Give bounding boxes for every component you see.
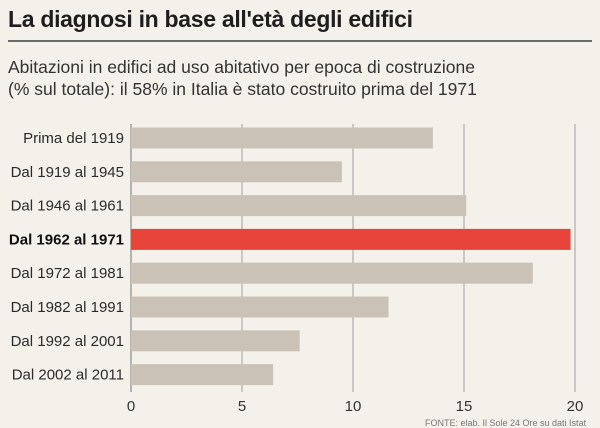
subtitle-line-2: (% sul totale): il 58% in Italia è stato… (8, 79, 477, 99)
category-label-1: Dal 1919 al 1945 (11, 164, 124, 181)
bar-3 (131, 228, 571, 250)
bar-4 (131, 262, 533, 284)
category-label-6: Dal 1992 al 2001 (11, 333, 124, 350)
x-tick-label-10: 10 (345, 398, 362, 415)
bar-2 (131, 195, 467, 217)
x-tick-label-20: 20 (567, 398, 584, 415)
category-label-5: Dal 1982 al 1991 (11, 299, 124, 316)
x-tick-label-15: 15 (456, 398, 473, 415)
bar-7 (131, 364, 274, 386)
category-label-2: Dal 1946 al 1961 (11, 198, 124, 215)
chart-title: La diagnosi in base all'età degli edific… (8, 6, 413, 32)
bar-5 (131, 296, 389, 318)
category-label-0: Prima del 1919 (23, 130, 124, 147)
category-label-3: Dal 1962 al 1971 (9, 231, 124, 248)
source-note: FONTE: elab. Il Sole 24 Ore su dati Ista… (425, 418, 587, 428)
subtitle-line-1: Abitazioni in edifici ad uso abitativo p… (8, 57, 475, 77)
x-tick-label-5: 5 (238, 398, 246, 415)
x-tick-label-0: 0 (127, 398, 135, 415)
bar-1 (131, 161, 342, 183)
chart-subtitle: Abitazioni in edifici ad uso abitativo p… (8, 56, 568, 100)
category-label-7: Dal 2002 al 2011 (12, 367, 124, 384)
title-divider (8, 40, 592, 42)
bar-6 (131, 330, 300, 352)
bar-0 (131, 127, 433, 149)
category-label-4: Dal 1972 al 1981 (11, 265, 124, 282)
